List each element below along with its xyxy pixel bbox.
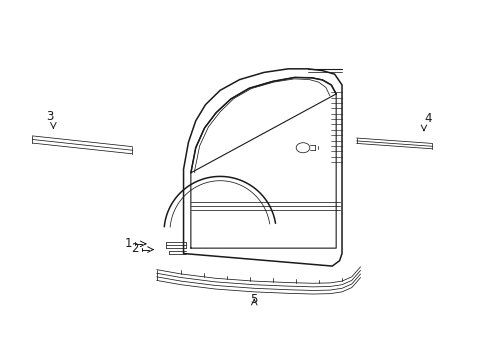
Text: 3: 3 bbox=[46, 110, 53, 123]
Text: 5: 5 bbox=[250, 293, 257, 306]
Text: 1: 1 bbox=[124, 237, 132, 249]
Text: 2: 2 bbox=[130, 242, 138, 255]
Text: 4: 4 bbox=[423, 112, 431, 125]
